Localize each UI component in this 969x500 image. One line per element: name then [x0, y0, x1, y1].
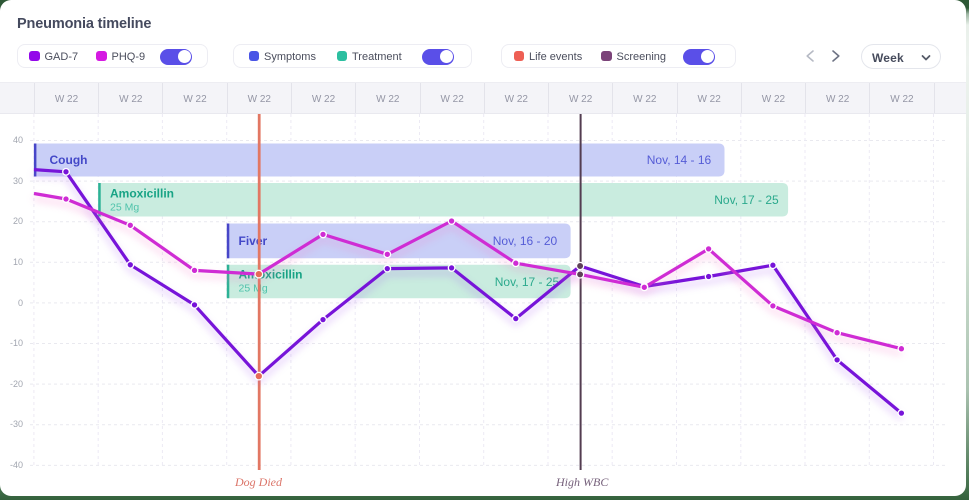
svg-text:Nov, 14 - 16: Nov, 14 - 16 — [647, 153, 712, 167]
svg-text:Nov, 16 - 20: Nov, 16 - 20 — [493, 234, 558, 248]
svg-text:25 Mg: 25 Mg — [239, 283, 268, 295]
svg-text:25 Mg: 25 Mg — [110, 202, 139, 214]
svg-text:Amoxicillin: Amoxicillin — [110, 187, 174, 201]
svg-text:Cough: Cough — [50, 153, 88, 167]
svg-text:Nov, 17 - 25: Nov, 17 - 25 — [495, 275, 560, 289]
svg-text:Nov, 17 - 25: Nov, 17 - 25 — [714, 193, 779, 207]
svg-text:Fiver: Fiver — [239, 234, 268, 248]
svg-text:Amoxicillin: Amoxicillin — [239, 268, 303, 282]
